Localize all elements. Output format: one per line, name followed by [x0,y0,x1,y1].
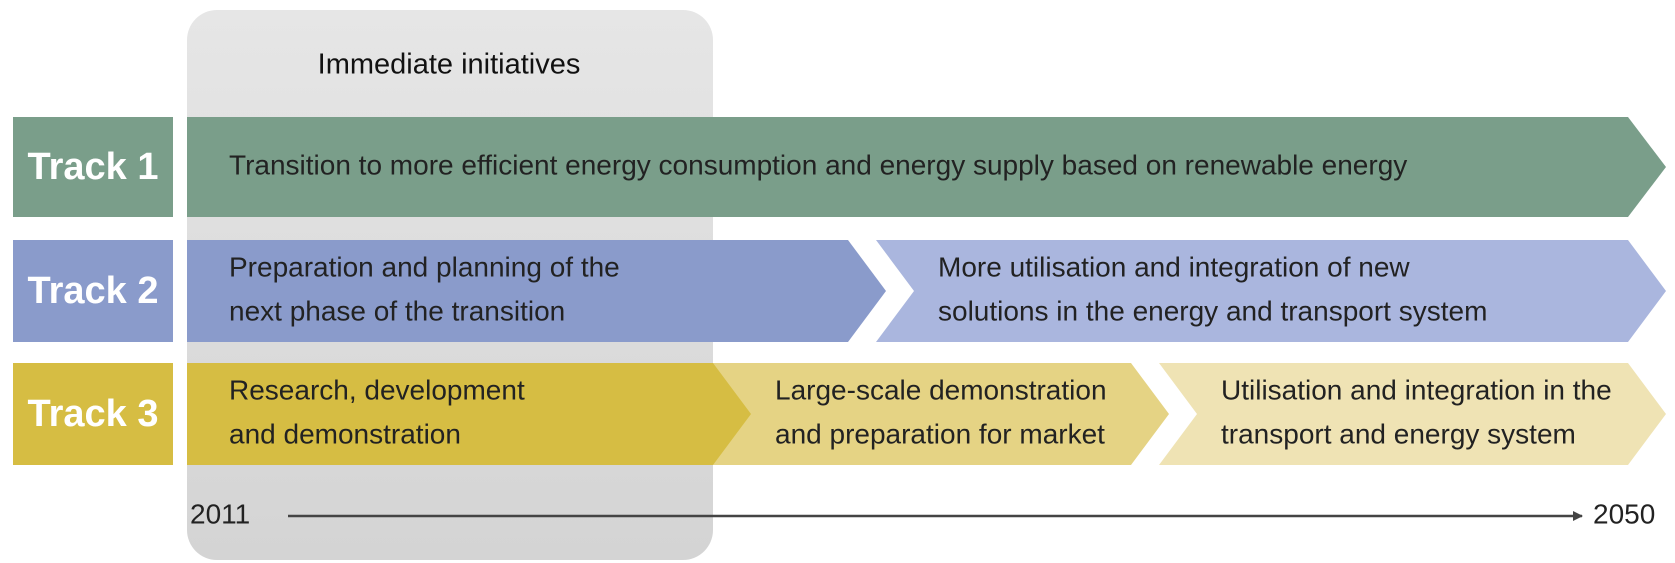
phase-text: Research, development [229,374,525,405]
timeline-start: 2011 [190,498,250,529]
phase-text: next phase of the transition [229,295,565,326]
track-label-box [13,240,173,342]
phase-arrow [1159,363,1666,465]
track-label-box [13,363,173,465]
header-title: Immediate initiatives [318,49,581,81]
phase-text: Transition to more efficient energy cons… [229,149,1407,180]
phase-text: Preparation and planning of the [229,251,620,282]
track-label-box [13,117,173,217]
phase-text: More utilisation and integration of new [938,251,1410,282]
phase-text: transport and energy system [1221,418,1576,449]
phase-arrow [187,240,886,342]
timeline-end: 2050 [1593,498,1655,529]
phase-text: and preparation for market [775,418,1105,449]
phase-arrow [187,117,1666,217]
track-label: Track 2 [28,270,159,312]
phase-arrow [187,363,753,465]
phase-arrow [713,363,1169,465]
phase-text: Utilisation and integration in the [1221,374,1612,405]
phase-text: solutions in the energy and transport sy… [938,295,1487,326]
track-label: Track 1 [28,146,159,188]
phase-arrow [876,240,1666,342]
phase-text: and demonstration [229,418,461,449]
phase-text: Large-scale demonstration [775,374,1107,405]
track-label: Track 3 [28,393,159,435]
